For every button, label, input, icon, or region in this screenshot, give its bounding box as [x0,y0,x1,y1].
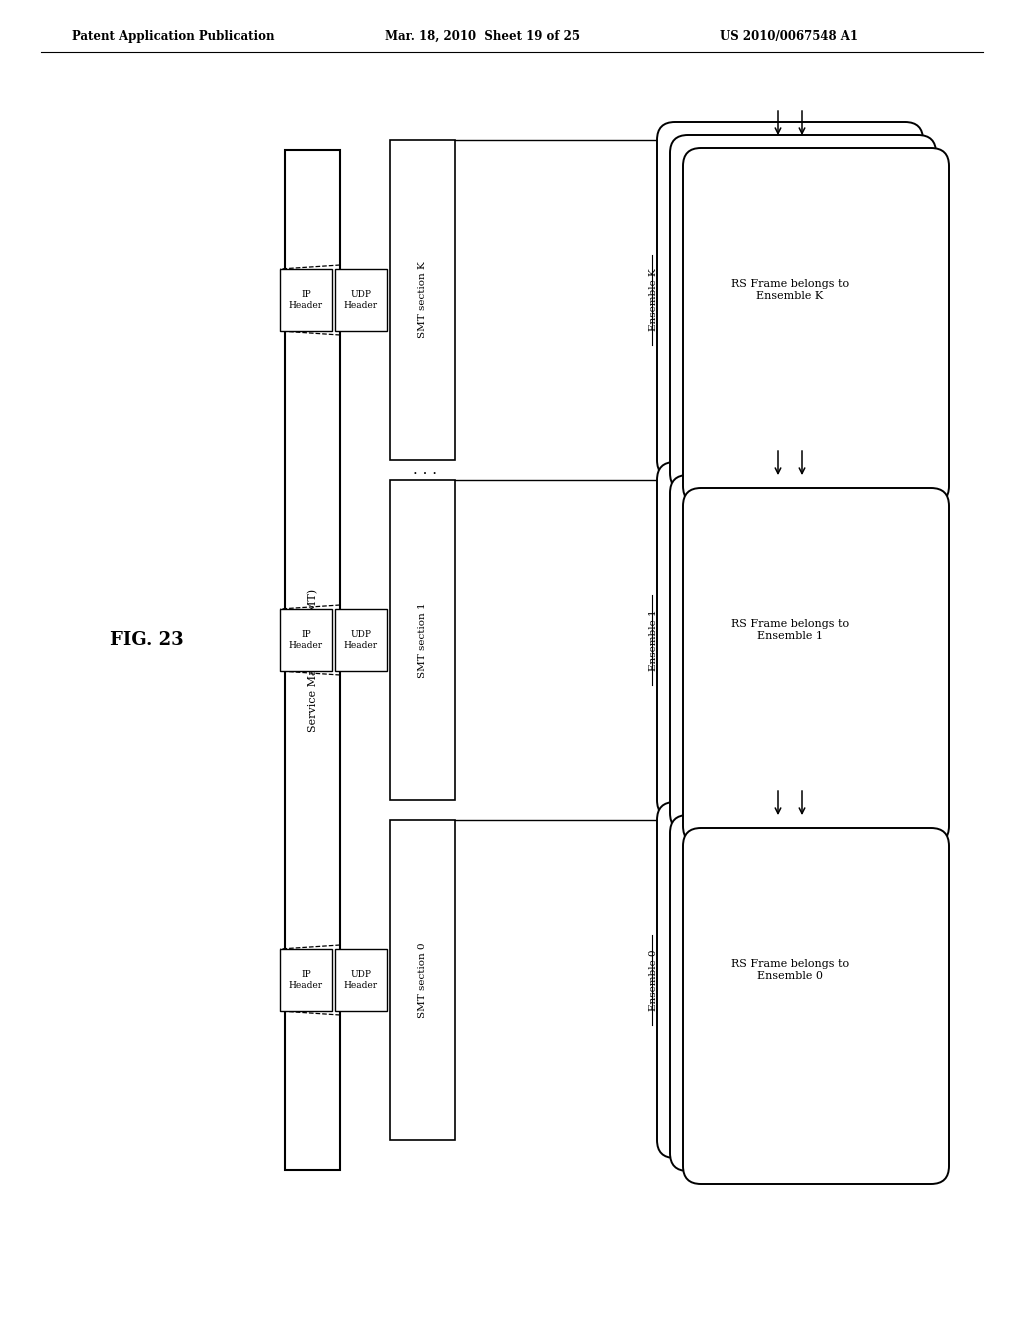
Bar [335,609,387,671]
Bar [335,269,387,331]
Text: IP
Header: IP Header [289,970,323,990]
FancyBboxPatch shape [657,121,923,478]
FancyBboxPatch shape [683,488,949,843]
Text: SMT section 0: SMT section 0 [418,942,427,1018]
Text: . . .: . . . [413,463,437,477]
Bar [280,949,332,1011]
FancyBboxPatch shape [657,462,923,818]
Bar [280,269,332,331]
Text: Ensemble K: Ensemble K [648,269,657,331]
Text: Ensemble 1: Ensemble 1 [648,610,657,671]
Text: Ensemble 0: Ensemble 0 [648,949,657,1011]
FancyBboxPatch shape [683,828,949,1184]
Text: . . .: . . . [778,463,802,477]
Text: SMT section 1: SMT section 1 [418,602,427,677]
Text: UDP
Header: UDP Header [344,970,378,990]
Bar [335,949,387,1011]
Text: Mar. 18, 2010  Sheet 19 of 25: Mar. 18, 2010 Sheet 19 of 25 [385,30,580,44]
Bar [390,480,455,800]
FancyBboxPatch shape [657,803,923,1158]
Text: IP
Header: IP Header [289,630,323,649]
FancyBboxPatch shape [670,135,936,491]
Text: US 2010/0067548 A1: US 2010/0067548 A1 [720,30,858,44]
Text: SMT section K: SMT section K [418,261,427,338]
Text: IP
Header: IP Header [289,290,323,310]
Bar [390,140,455,459]
Text: RS Frame belongs to
Ensemble 0: RS Frame belongs to Ensemble 0 [731,960,849,981]
Text: UDP
Header: UDP Header [344,630,378,649]
Text: FIG. 23: FIG. 23 [110,631,183,649]
FancyBboxPatch shape [683,148,949,504]
Text: Service Map Table (SMT): Service Map Table (SMT) [307,589,317,731]
Text: Patent Application Publication: Patent Application Publication [72,30,274,44]
Text: RS Frame belongs to
Ensemble 1: RS Frame belongs to Ensemble 1 [731,619,849,640]
FancyBboxPatch shape [670,475,936,832]
Bar [280,609,332,671]
Text: UDP
Header: UDP Header [344,290,378,310]
Text: RS Frame belongs to
Ensemble K: RS Frame belongs to Ensemble K [731,280,849,301]
FancyBboxPatch shape [670,814,936,1171]
Bar [390,820,455,1140]
Bar [285,150,340,1170]
